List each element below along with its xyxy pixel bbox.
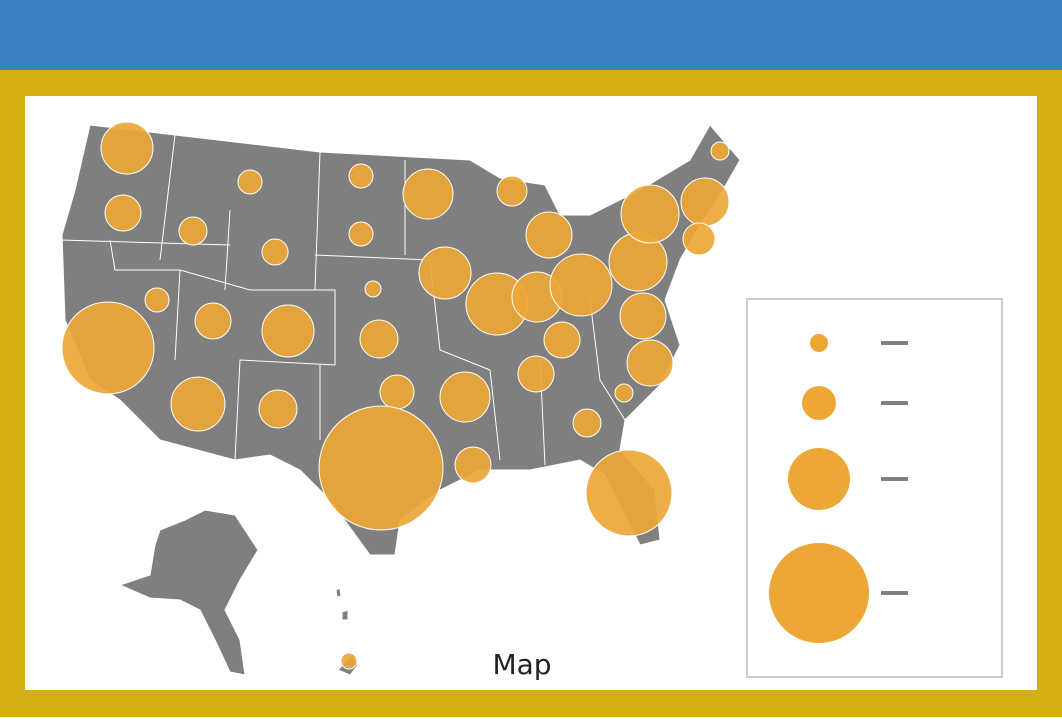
bubble [710,141,730,161]
state-lines [59,134,626,466]
bubble [100,121,154,175]
bubble [318,405,444,531]
bubble [572,408,602,438]
bubble [348,163,374,189]
bubble [348,221,374,247]
bubble [402,168,454,220]
bubble [364,280,382,298]
bubble [170,376,226,432]
legend-bubble [802,386,836,420]
bubble [585,449,673,537]
bubble [614,383,634,403]
bubble [104,194,142,232]
bubble [680,177,730,227]
bubble [61,301,155,395]
bubble [682,222,716,256]
bubble [418,246,472,300]
bubble [496,175,528,207]
bubble [178,216,208,246]
bubble [543,321,581,359]
bubble [517,355,555,393]
bubble [620,184,680,244]
bubble [194,302,232,340]
map-caption: Map [492,648,551,681]
bubble [454,446,492,484]
bubble [144,287,170,313]
legend-bubble [769,543,869,643]
bubble [626,339,674,387]
legend-bubble [810,334,828,352]
hawaii-2 [341,609,349,621]
bubble [525,211,573,259]
bubbles [61,121,730,670]
legend-bubble [788,448,850,510]
bubble [258,389,298,429]
bubble [379,374,415,410]
bubble [237,169,263,195]
alaska [118,509,259,676]
bubble [359,319,399,359]
bubble [340,652,358,670]
bubble [549,253,613,317]
hawaii [335,587,342,598]
bubble [261,304,315,358]
bubble [439,371,491,423]
bubble [261,238,289,266]
bubble [619,292,667,340]
size-legend [746,298,1003,678]
header-bar [0,0,1062,70]
